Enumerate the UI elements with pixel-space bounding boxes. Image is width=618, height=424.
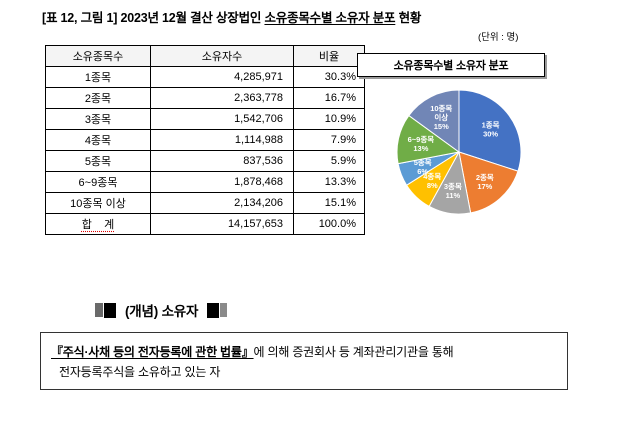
table-cell: 7.9% [293, 129, 365, 151]
table-cell: 합 계 [45, 213, 151, 235]
table-cell: 15.1% [293, 192, 365, 214]
concept-line-2: 전자등록주식을 소유하고 있는 자 [59, 365, 221, 379]
table-cell: 5.9% [293, 150, 365, 172]
concept-line1-rest: 에 의해 증권회사 등 계좌관리기관을 통해 [253, 345, 454, 359]
table-header-cell: 소유자수 [150, 45, 294, 67]
pie-slice-label: 5종목 6% [414, 158, 432, 176]
table-cell: 100.0% [293, 213, 365, 235]
table-cell: 6~9종목 [45, 171, 151, 193]
pie-chart: 1종목 30% 2종목 17% 3종목 11%4종목 8%5종목 6% 6~9종목 13% 10종목… [396, 89, 522, 215]
table-cell: 5종목 [45, 150, 151, 172]
table-header-cell: 소유종목수 [45, 45, 151, 67]
pie-slice-label: 2종목 17% [476, 173, 494, 191]
pie-slice-label: 3종목 11% [444, 182, 462, 200]
table-row: 2종목 2,363,778 16.7% [45, 87, 365, 109]
table-cell: 10.9% [293, 108, 365, 130]
table-header-row: 소유종목수 소유자수 비율 [45, 45, 365, 67]
title-underlined: 소유종목수별 소유자 분포 [264, 11, 396, 25]
table-cell: 2,363,778 [150, 87, 294, 109]
unit-note: (단위 : 명) [478, 32, 519, 43]
table-cell: 10종목 이상 [45, 192, 151, 214]
table-cell: 1종목 [45, 66, 151, 88]
decorative-block-left [95, 302, 116, 318]
table-cell: 13.3% [293, 171, 365, 193]
table-cell: 4,285,971 [150, 66, 294, 88]
concept-heading-text: (개념) 소유자 [125, 304, 199, 319]
table-row: 10종목 이상 2,134,206 15.1% [45, 192, 365, 214]
table-row: 1종목 4,285,971 30.3% [45, 66, 365, 88]
table-cell: 2,134,206 [150, 192, 294, 214]
table-row: 3종목 1,542,706 10.9% [45, 108, 365, 130]
table-row: 6~9종목 1,878,468 13.3% [45, 171, 365, 193]
table-cell: 1,542,706 [150, 108, 294, 130]
pie-slice-1종목 [458, 89, 522, 172]
pie-slice-label: 10종목 이상 15% [430, 104, 452, 131]
pie-slice-label: 4종목 8% [423, 172, 441, 190]
concept-line-1: 『주식·사채 등의 전자등록에 관한 법률』에 의해 증권회사 등 계좌관리기관… [51, 342, 557, 362]
ownership-table: 소유종목수 소유자수 비율 1종목 4,285,971 30.3% 2종목 2,363,… [45, 45, 365, 235]
law-reference: 『주식·사채 등의 전자등록에 관한 법률』 [51, 345, 254, 359]
table-cell: 4종목 [45, 129, 151, 151]
table-cell: 2종목 [45, 87, 151, 109]
pie-slice-2종목 [458, 151, 519, 214]
pie-slice-label: 1종목 30% [482, 121, 500, 139]
table-cell: 16.7% [293, 87, 365, 109]
table-cell: 1,878,468 [150, 171, 294, 193]
decorative-block-right [207, 302, 228, 318]
table-cell: 837,536 [150, 150, 294, 172]
chart-title: 소유종목수별 소유자 분포 [357, 53, 545, 77]
table-row: 5종목 837,536 5.9% [45, 150, 365, 172]
table-cell: 1,114,988 [150, 129, 294, 151]
title-prefix: [표 12, 그림 1] 2023년 12월 결산 상장법인 [42, 11, 265, 25]
page-title: [표 12, 그림 1] 2023년 12월 결산 상장법인 소유종목수별 소유… [42, 7, 421, 26]
table-row: 4종목 1,114,988 7.9% [45, 129, 365, 151]
table-cell: 14,157,653 [150, 213, 294, 235]
concept-definition-box: 『주식·사채 등의 전자등록에 관한 법률』에 의해 증권회사 등 계좌관리기관… [40, 332, 568, 390]
concept-heading: (개념) 소유자 [95, 300, 228, 320]
ownership-table-body: 1종목 4,285,971 30.3% 2종목 2,363,778 16.7% 3종목 1,5… [45, 66, 365, 235]
table-cell: 30.3% [293, 66, 365, 88]
title-suffix: 현황 [395, 11, 422, 25]
pie-slice-10종목 이상 [408, 89, 460, 153]
pie-slice-label: 6~9종목 13% [408, 135, 435, 153]
table-header-cell: 비율 [293, 45, 365, 67]
table-cell: 3종목 [45, 108, 151, 130]
table-total-row: 합 계 14,157,653 100.0% [45, 213, 365, 235]
